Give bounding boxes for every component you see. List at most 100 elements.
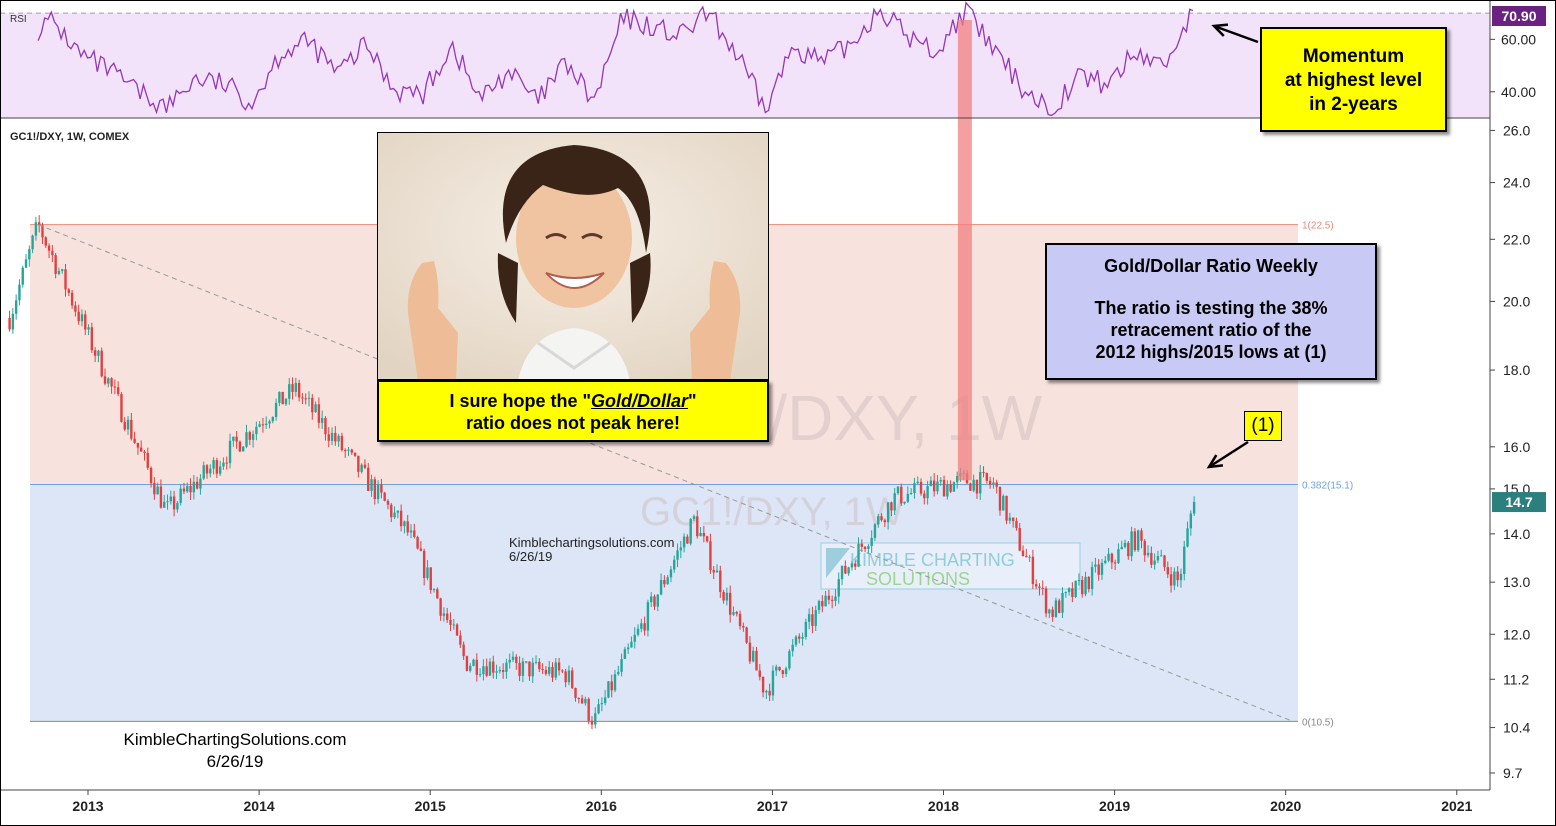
candle bbox=[541, 663, 544, 675]
candle-body bbox=[350, 449, 353, 453]
hope-emphasis: Gold/Dollar bbox=[591, 391, 689, 411]
candle bbox=[399, 504, 403, 532]
candle bbox=[705, 535, 709, 543]
candle bbox=[1146, 545, 1150, 558]
candle-body bbox=[1008, 517, 1012, 521]
candle-body bbox=[807, 614, 811, 622]
candle-body bbox=[44, 237, 47, 246]
candle-body bbox=[712, 570, 715, 573]
candle-body bbox=[1192, 502, 1196, 514]
candle bbox=[251, 430, 255, 448]
candle bbox=[620, 653, 623, 677]
rsi-title: RSI bbox=[10, 14, 27, 25]
rsi-line bbox=[37, 1, 1194, 117]
candle-body bbox=[633, 634, 636, 642]
candle-body bbox=[1186, 528, 1189, 547]
candle bbox=[1087, 576, 1091, 593]
candle bbox=[297, 379, 301, 402]
candle-body bbox=[373, 479, 377, 500]
candle bbox=[860, 539, 863, 552]
momentum-highlight-bar bbox=[957, 20, 972, 481]
candle-body bbox=[442, 613, 446, 616]
x-tick-label: 2018 bbox=[928, 798, 959, 814]
candle bbox=[689, 518, 692, 546]
candle bbox=[126, 416, 130, 435]
candle-body bbox=[77, 311, 80, 322]
candle bbox=[228, 433, 232, 469]
momentum-arrow-head bbox=[1211, 23, 1229, 37]
candle bbox=[485, 658, 488, 678]
candle-body bbox=[37, 222, 41, 226]
candle bbox=[636, 624, 640, 637]
candle-body bbox=[883, 520, 887, 523]
candle-body bbox=[278, 391, 281, 403]
candle bbox=[679, 540, 683, 559]
candle-body bbox=[906, 493, 910, 502]
candle bbox=[827, 589, 831, 605]
candle bbox=[715, 564, 719, 573]
candle bbox=[1015, 517, 1018, 531]
candle bbox=[120, 392, 123, 423]
candle-body bbox=[271, 416, 275, 422]
candle-body bbox=[801, 636, 804, 639]
candle-body bbox=[330, 432, 334, 441]
candle-body bbox=[597, 704, 600, 714]
candle bbox=[840, 565, 844, 586]
candle-body bbox=[755, 650, 758, 671]
candle bbox=[97, 349, 100, 363]
candle-body bbox=[156, 486, 159, 495]
candle bbox=[1123, 539, 1127, 549]
candle-body bbox=[949, 484, 952, 492]
candle-body bbox=[176, 502, 179, 510]
candle bbox=[811, 606, 814, 634]
candle-body bbox=[728, 592, 732, 615]
candle-body bbox=[228, 440, 232, 464]
candle bbox=[209, 464, 212, 478]
candle-body bbox=[735, 612, 738, 614]
candle-body bbox=[103, 376, 107, 384]
candle-body bbox=[393, 512, 396, 518]
candle bbox=[932, 473, 936, 497]
candle-body bbox=[199, 478, 202, 489]
candle-body bbox=[97, 350, 100, 356]
candle bbox=[768, 683, 771, 702]
candle bbox=[923, 490, 926, 505]
candle-body bbox=[982, 471, 985, 473]
candle bbox=[784, 666, 788, 677]
candle bbox=[676, 543, 679, 568]
candle bbox=[669, 566, 673, 583]
candle-body bbox=[383, 492, 386, 501]
candle bbox=[551, 662, 554, 682]
candle bbox=[844, 560, 847, 575]
candle-body bbox=[202, 465, 205, 479]
credit-mid-date: 6/26/19 bbox=[509, 549, 553, 564]
candle-body bbox=[778, 666, 781, 671]
candle-body bbox=[87, 327, 90, 330]
candle-body bbox=[1153, 560, 1156, 565]
candle bbox=[988, 476, 992, 489]
candle bbox=[870, 530, 873, 554]
candle-body bbox=[251, 434, 255, 440]
candle-body bbox=[715, 570, 719, 573]
candle-body bbox=[212, 460, 215, 469]
candle bbox=[1067, 587, 1071, 596]
candle bbox=[1081, 576, 1084, 598]
candle-body bbox=[666, 577, 669, 585]
candle-body bbox=[646, 602, 650, 631]
candle-body bbox=[752, 650, 755, 662]
candle bbox=[686, 534, 689, 544]
candle bbox=[304, 393, 307, 405]
candle bbox=[903, 501, 906, 505]
candle bbox=[1156, 550, 1160, 564]
candle-body bbox=[146, 452, 149, 468]
candle-body bbox=[1031, 556, 1035, 585]
candle bbox=[946, 480, 949, 500]
candle bbox=[136, 442, 140, 455]
candle bbox=[77, 304, 80, 325]
candle-body bbox=[699, 532, 702, 537]
candle bbox=[261, 418, 265, 433]
candle bbox=[919, 478, 923, 496]
candle-body bbox=[265, 423, 268, 425]
candle-body bbox=[722, 592, 725, 601]
